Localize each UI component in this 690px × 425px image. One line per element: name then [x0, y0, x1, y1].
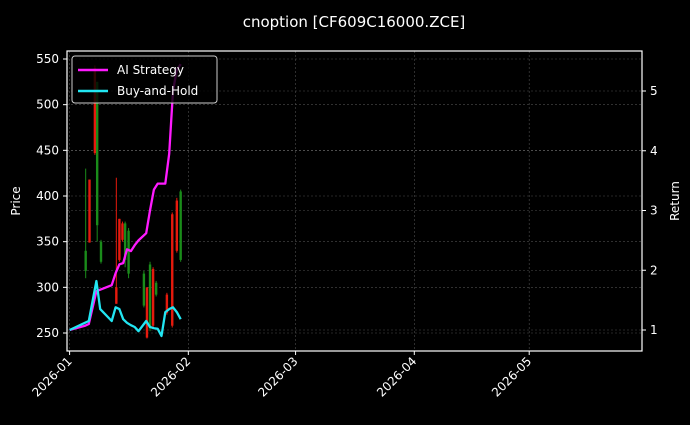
candle-body — [121, 223, 124, 240]
candle-body — [165, 294, 169, 313]
y-tick-label: 400 — [36, 189, 59, 203]
return-lines — [69, 63, 182, 338]
y-tick-label: 250 — [36, 326, 59, 340]
line-ai-strategy — [69, 63, 182, 332]
legend: AI Strategy Buy-and-Hold — [71, 55, 218, 104]
axes-frame — [66, 50, 643, 352]
y-axis-return: 1 2 3 4 5 — [642, 84, 658, 337]
candle-body — [154, 282, 158, 295]
y2-axis-label: Return — [668, 181, 682, 221]
candle-body — [115, 287, 118, 304]
candle-body — [93, 68, 97, 154]
candle-body — [88, 179, 91, 243]
y-tick-label: 350 — [36, 235, 59, 249]
candle-body — [123, 223, 127, 260]
y-tick-label: 500 — [36, 98, 59, 112]
y2-tick-label: 3 — [650, 204, 658, 218]
line-buy-and-hold — [69, 279, 182, 338]
y-axis-price: 250 300 350 400 450 500 550 — [36, 52, 67, 340]
legend-label-ai-strategy: AI Strategy — [117, 63, 184, 77]
legend-label-buy-and-hold: Buy-and-Hold — [117, 84, 198, 98]
candle-body — [84, 250, 87, 271]
candle-body — [95, 81, 99, 226]
y2-tick-label: 4 — [650, 144, 658, 158]
y-tick-label: 550 — [36, 52, 59, 66]
candle-body — [145, 287, 149, 338]
legend-box — [71, 55, 218, 104]
candle-body — [151, 269, 155, 326]
candle-body — [171, 214, 174, 326]
candle-body — [148, 264, 152, 329]
y2-tick-label: 5 — [650, 84, 658, 98]
y2-tick-label: 1 — [650, 323, 658, 337]
candle-body — [175, 200, 179, 251]
candle-body — [127, 230, 130, 274]
y-tick-label: 450 — [36, 143, 59, 157]
candle-body — [118, 218, 121, 260]
y-tick-label: 300 — [36, 280, 59, 294]
y2-tick-label: 2 — [650, 263, 658, 277]
candle-body — [142, 273, 146, 306]
y-axis-label: Price — [9, 186, 23, 215]
chart-title: cnoption [CF609C16000.ZCE] — [243, 13, 466, 31]
candle-body — [179, 191, 182, 260]
candle-body — [99, 241, 103, 262]
